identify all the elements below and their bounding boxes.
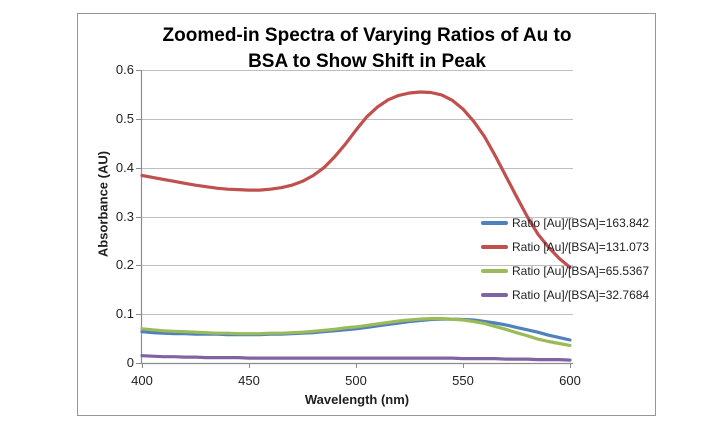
y-tick-label: 0.1 (115, 306, 134, 322)
chart-title-line-1: Zoomed-in Spectra of Varying Ratios of A… (162, 25, 572, 46)
y-tick-label: 0.2 (115, 257, 134, 273)
legend: Ratio [Au]/[BSA]=163.842 Ratio [Au]/[BSA]… (481, 211, 649, 307)
legend-item[interactable]: Ratio [Au]/[BSA]=65.5367 (481, 259, 649, 283)
x-tick-label: 550 (452, 373, 474, 388)
x-tick-label: 400 (131, 373, 153, 388)
y-tick-label: 0.3 (115, 208, 134, 224)
legend-item[interactable]: Ratio [Au]/[BSA]=32.7684 (481, 283, 649, 307)
y-axis-title: Absorbance (AU) (95, 150, 111, 258)
legend-label: Ratio [Au]/[BSA]=163.842 (512, 216, 650, 230)
legend-label: Ratio [Au]/[BSA]=32.7684 (512, 288, 650, 302)
x-tick-label: 450 (238, 373, 260, 388)
legend-swatch (481, 269, 508, 273)
chart-title: Zoomed-in Spectra of Varying Ratios of A… (77, 23, 657, 75)
legend-label: Ratio [Au]/[BSA]=131.073 (512, 240, 650, 254)
legend-swatch (481, 221, 508, 225)
legend-swatch (481, 245, 508, 249)
legend-item[interactable]: Ratio [Au]/[BSA]=163.842 (481, 211, 649, 235)
series-line-2[interactable] (140, 317, 572, 347)
y-tick-label: 0.6 (115, 62, 134, 77)
x-tick-label: 500 (345, 373, 367, 388)
legend-label: Ratio [Au]/[BSA]=65.5367 (512, 264, 650, 278)
y-tick-label: 0 (126, 355, 134, 370)
legend-swatch (481, 293, 508, 297)
chart-frame[interactable] (77, 13, 656, 416)
y-tick-label: 0.4 (115, 159, 134, 175)
x-axis-title: Wavelength (nm) (304, 392, 410, 407)
series-line-3[interactable] (140, 354, 572, 362)
y-tick-label: 0.5 (115, 110, 134, 126)
chart-title-line-2: BSA to Show Shift in Peak (248, 51, 486, 72)
series-line-1[interactable] (140, 90, 572, 269)
x-tick-label: 600 (559, 373, 581, 388)
legend-item[interactable]: Ratio [Au]/[BSA]=131.073 (481, 235, 649, 259)
